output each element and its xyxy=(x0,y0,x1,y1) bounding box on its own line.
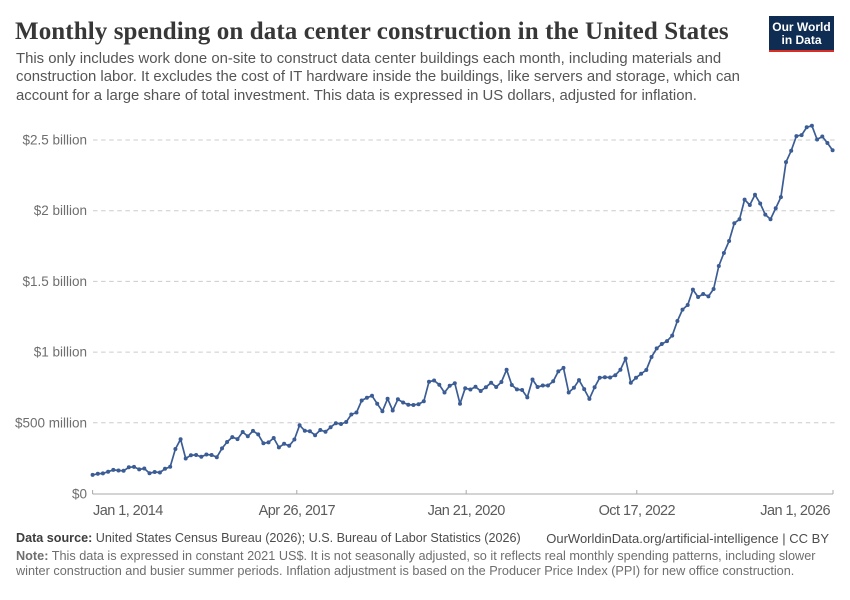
svg-text:$2 billion: $2 billion xyxy=(34,203,87,218)
svg-text:Jan 1, 2026: Jan 1, 2026 xyxy=(760,503,830,519)
svg-text:Jan 21, 2020: Jan 21, 2020 xyxy=(428,503,506,519)
svg-text:$500 million: $500 million xyxy=(15,415,87,430)
svg-text:$1 billion: $1 billion xyxy=(34,345,87,360)
svg-text:Jan 1, 2014: Jan 1, 2014 xyxy=(93,503,163,519)
svg-text:Apr 26, 2017: Apr 26, 2017 xyxy=(259,503,336,519)
svg-text:$2.5 billion: $2.5 billion xyxy=(22,133,87,148)
svg-text:$0: $0 xyxy=(72,487,87,502)
svg-text:Oct 17, 2022: Oct 17, 2022 xyxy=(599,503,676,519)
svg-text:$1.5 billion: $1.5 billion xyxy=(22,274,87,289)
